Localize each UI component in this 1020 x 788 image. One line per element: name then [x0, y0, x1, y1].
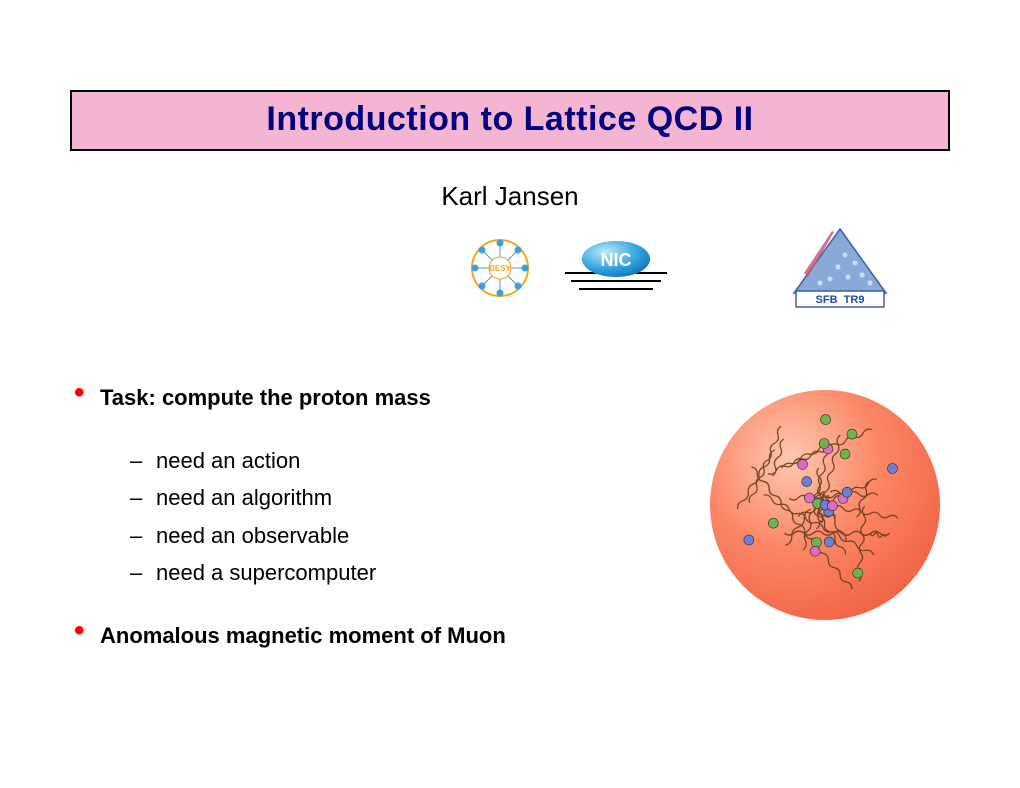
nic-logo-icon: NIC [561, 237, 671, 304]
sub-bullet-item: need a supercomputer [130, 555, 700, 590]
logo-left-group: DESY [469, 237, 671, 304]
title-box: Introduction to Lattice QCD II [70, 90, 950, 151]
logo-right-group: SFB TR9 [790, 225, 890, 316]
content-row: Task: compute the proton mass need an ac… [70, 380, 950, 667]
desy-label: DESY [489, 264, 511, 273]
sub-bullet-label: need an algorithm [156, 485, 332, 510]
bullet-label: Task: compute the proton mass [100, 385, 431, 410]
author-name: Karl Jansen [70, 181, 950, 212]
sub-bullet-list: need an action need an algorithm need an… [130, 443, 700, 590]
proton-figure [700, 380, 960, 635]
bullet-item: Anomalous magnetic moment of Muon [70, 618, 700, 653]
sfb-label: SFB TR9 [816, 294, 865, 306]
sub-bullet-item: need an observable [130, 518, 700, 553]
slide-title: Introduction to Lattice QCD II [82, 100, 938, 139]
sub-bullet-item: need an action [130, 443, 700, 478]
bullet-label: Anomalous magnetic moment of Muon [100, 623, 506, 648]
logo-row: DESY [70, 230, 950, 310]
sub-bullet-item: need an algorithm [130, 480, 700, 515]
nic-label: NIC [601, 250, 632, 270]
desy-logo-icon: DESY [469, 237, 531, 304]
slide: Introduction to Lattice QCD II Karl Jans… [0, 0, 1020, 788]
sub-bullet-label: need an action [156, 448, 300, 473]
proton-icon [700, 380, 950, 630]
sub-bullet-label: need an observable [156, 523, 349, 548]
content-left: Task: compute the proton mass need an ac… [70, 380, 700, 667]
bullet-list: Task: compute the proton mass need an ac… [70, 380, 700, 653]
sfb-logo-icon: SFB TR9 [790, 298, 890, 315]
sub-bullet-label: need a supercomputer [156, 560, 376, 585]
bullet-item: Task: compute the proton mass need an ac… [70, 380, 700, 590]
